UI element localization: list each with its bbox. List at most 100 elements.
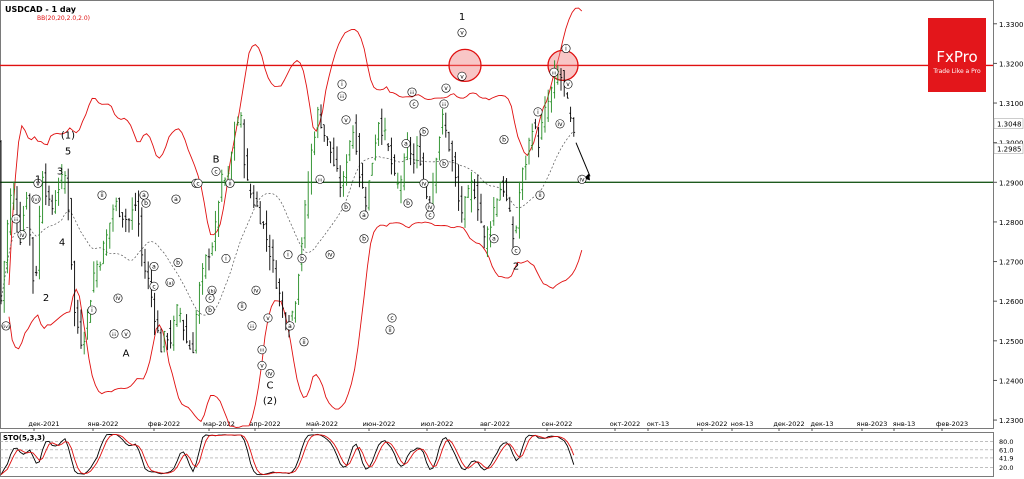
wave-circle: [11, 214, 21, 224]
y-tick-label: 1.3200: [999, 60, 1024, 68]
wave-label: iii: [340, 94, 344, 100]
wave-circle: [299, 337, 309, 347]
wave-label: a: [174, 196, 178, 203]
wave-label: iv: [557, 121, 563, 128]
wave-circle: [561, 44, 571, 54]
logo-tagline: Trade Like a Pro: [932, 68, 981, 75]
price-tag-box: [993, 118, 1024, 129]
wave-circle: [285, 321, 295, 331]
wave-label: iii: [112, 332, 116, 338]
wave-circle: [237, 301, 247, 311]
wave-label: b: [144, 200, 148, 207]
wave-circle: [563, 79, 573, 89]
x-tick-label: июл-2022: [421, 420, 454, 428]
wave-circle: [341, 202, 351, 212]
wave-circle: [457, 28, 467, 38]
wave-label: C: [267, 380, 274, 391]
wave-label: v: [266, 315, 270, 322]
wave-label: ii: [100, 192, 104, 199]
wave-label: iv: [267, 370, 273, 377]
wave-circle: [387, 313, 397, 323]
wave-circle: [263, 313, 273, 323]
wave-circle: [325, 250, 335, 260]
wave-label: i: [537, 109, 539, 116]
wave-label: c: [208, 295, 211, 302]
wave-label: (2): [263, 396, 277, 407]
wave-circle: [113, 293, 123, 303]
wave-label: v: [460, 73, 464, 80]
wave-circle: [385, 325, 395, 335]
wave-circle: [499, 135, 509, 145]
wave-label: c: [412, 101, 415, 108]
wave-circle: [533, 107, 543, 117]
indicator-label: BB(20,20,2.0,2.0): [37, 15, 90, 22]
stoch-d-line: [0, 434, 575, 476]
wave-label: (a): [167, 280, 174, 286]
x-tick-label: окт-13: [647, 420, 669, 428]
wave-label: v: [344, 117, 348, 124]
bollinger-bands: [0, 7, 583, 428]
wave-label: i: [565, 46, 567, 53]
wave-label: b: [442, 160, 446, 167]
price-axis: 1.33001.32001.31001.30001.29001.28001.27…: [993, 21, 1024, 425]
resistance-test-circle-1: [448, 48, 482, 83]
osc-level-label: 80.0: [999, 438, 1013, 446]
wave-label: v: [460, 30, 464, 37]
y-tick-label: 1.2300: [999, 417, 1024, 425]
wave-label: c: [214, 168, 217, 175]
wave-circle: [425, 202, 435, 212]
wave-label: 2: [43, 293, 49, 304]
x-tick-label: май-2022: [306, 420, 338, 428]
fxpro-logo: FxPro Trade Like a Pro: [928, 18, 986, 92]
wave-label: ii: [302, 339, 306, 346]
wave-circle: [221, 254, 231, 264]
wave-circle: [337, 91, 347, 101]
wave-circle: [33, 178, 43, 188]
wave-label: a: [142, 192, 146, 199]
x-tick-label: ноя-13: [731, 420, 754, 428]
wave-circle: [407, 87, 417, 97]
wave-circle: [257, 361, 267, 371]
wave-label: iv: [427, 204, 433, 211]
wave-circle: [441, 83, 451, 93]
wave-circle: [401, 139, 411, 149]
wave-label: i: [287, 252, 289, 259]
wave-label: v: [444, 85, 448, 92]
x-tick-label: мар-2022: [203, 420, 235, 428]
wave-label: c: [152, 283, 155, 290]
osc-level-label: 41.9: [999, 454, 1013, 462]
wave-label: iii: [442, 102, 446, 108]
wave-label: i: [91, 307, 93, 314]
wave-label: c: [390, 315, 393, 322]
wave-label: A: [123, 349, 130, 360]
wave-circle: [549, 67, 559, 77]
wave-label: v: [566, 81, 570, 88]
wave-circle: [283, 250, 293, 260]
wave-label: a: [152, 263, 156, 270]
lower-band: [8, 221, 583, 428]
x-tick-label: ноя-2022: [696, 420, 727, 428]
wave-circle: [409, 99, 419, 109]
x-tick-label: окт-2022: [610, 420, 641, 428]
wave-circle: [141, 198, 151, 208]
wave-label: iii: [260, 348, 264, 354]
wave-label: iii: [552, 70, 556, 76]
wave-circle: [173, 258, 183, 268]
wave-label: b: [362, 236, 366, 243]
wave-label: iii: [14, 217, 18, 223]
wave-label: B: [213, 154, 220, 165]
wave-label: iv: [421, 180, 427, 187]
wave-label: i: [341, 81, 343, 88]
wave-label: b: [300, 256, 304, 263]
wave-label: c: [514, 248, 517, 255]
wave-circle: [149, 261, 159, 271]
osc-level-label: 20.0: [999, 464, 1013, 472]
logo-badge: [928, 18, 986, 92]
wave-circle: [577, 174, 587, 184]
x-tick-label: фев-2022: [148, 420, 180, 428]
wave-label: i: [225, 256, 227, 263]
x-tick-label: дек-13: [810, 420, 833, 428]
wave-circle: [31, 194, 41, 204]
y-tick-label: 1.2400: [999, 377, 1024, 385]
